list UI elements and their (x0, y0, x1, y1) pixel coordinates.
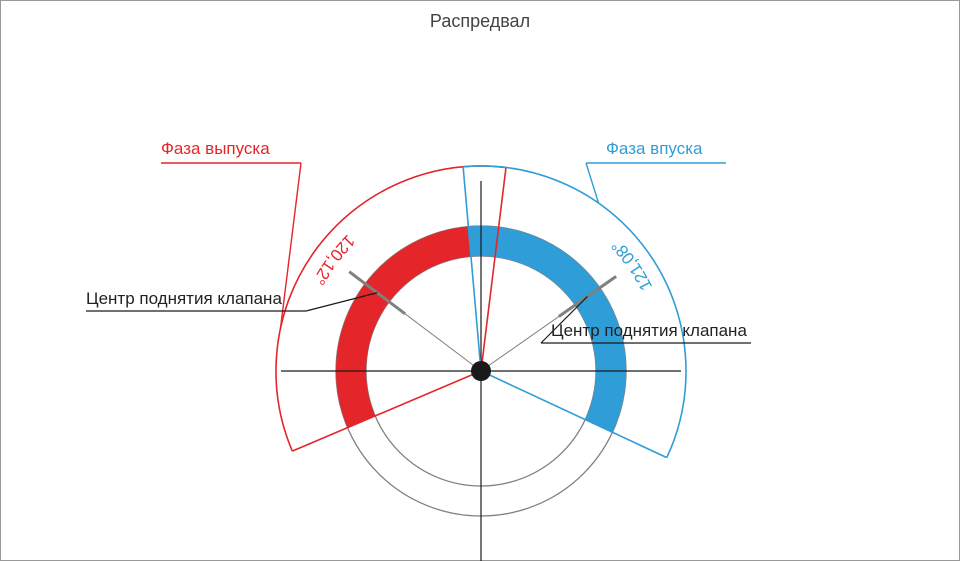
exhaust-lift-center-label: Центр поднятия клапана (86, 289, 282, 309)
svg-text:121,08°: 121,08° (608, 236, 656, 294)
hub (471, 361, 491, 381)
camshaft-diagram-svg: 120,12° 121,08° (1, 1, 960, 561)
exhaust-phase-label: Фаза выпуска (161, 139, 270, 159)
diagram-frame: Распредвал 120,12°121,08° Фаза выпуска Ф… (0, 0, 960, 561)
svg-text:120,12°: 120,12° (309, 231, 359, 288)
intake-phase-label: Фаза впуска (606, 139, 702, 159)
intake-lift-center-label: Центр поднятия клапана (551, 321, 747, 341)
